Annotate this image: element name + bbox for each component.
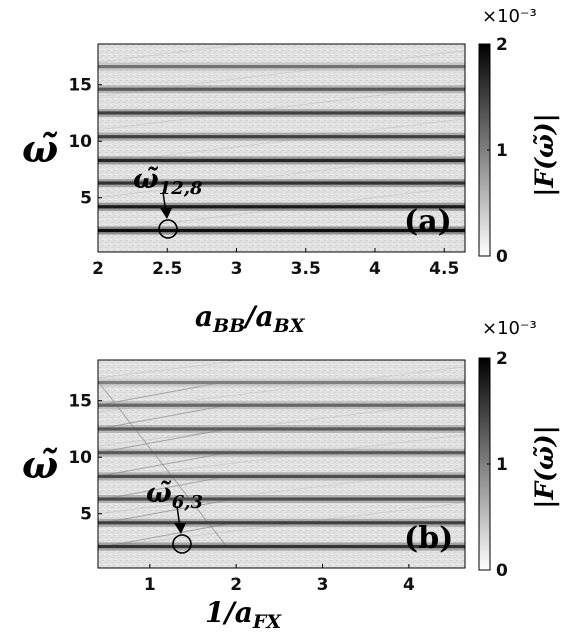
band-line — [98, 544, 465, 549]
colorbar-tick-label: 2 — [496, 35, 508, 55]
band-line — [98, 135, 465, 139]
y-tick-label: 10 — [68, 448, 92, 468]
x-tick-label: 4.5 — [429, 259, 459, 279]
y-tick-label: 15 — [68, 76, 92, 96]
colorbar-ticks: 0 1 2 — [487, 349, 508, 581]
x-axis-label: 1/aFX — [205, 596, 282, 633]
y-tick-label: 5 — [80, 505, 92, 525]
band-line — [98, 427, 465, 431]
panel-label: (a) — [404, 204, 452, 239]
annotation-circle — [172, 534, 192, 554]
band-line — [98, 403, 465, 407]
band-line — [98, 381, 465, 385]
band-line — [98, 111, 465, 115]
annotation: ω̃12,8 — [133, 164, 203, 239]
band-layer — [98, 44, 465, 235]
colorbar-label: |F(ω̃)| — [530, 425, 559, 508]
band-line — [98, 228, 465, 233]
trace-line — [98, 434, 465, 481]
x-tick-label: 2 — [230, 575, 242, 595]
colorbar-tick-label: 2 — [496, 349, 508, 369]
trace-line — [98, 118, 465, 165]
colorbar-tick-label: 1 — [496, 141, 508, 161]
band-line — [98, 158, 465, 163]
colorbar-ticks: 0 1 2 — [487, 35, 508, 267]
y-tick-label: 15 — [68, 392, 92, 412]
y-tick-label: 5 — [80, 189, 92, 209]
annotation-circle — [158, 219, 178, 239]
colorbar-multiplier: ×10⁻³ — [482, 318, 537, 339]
band-line — [98, 451, 465, 455]
band-line — [98, 87, 465, 91]
y-axis-label: ω̃ — [22, 126, 58, 171]
plot-frame — [97, 43, 466, 253]
x-tick-label: 1 — [144, 575, 156, 595]
y-ticks: 5 10 15 — [68, 392, 102, 525]
annotation-label: ω̃6,3 — [146, 478, 203, 513]
x-ticks: 1 2 3 4 — [144, 564, 415, 595]
band-line — [98, 474, 465, 479]
annotation-arrowhead — [174, 523, 186, 534]
x-tick-label: 2 — [92, 259, 104, 279]
band-line — [98, 497, 465, 501]
plot-frame — [97, 359, 466, 569]
x-tick-label: 2.5 — [152, 259, 182, 279]
band-line — [98, 205, 465, 209]
y-ticks: 5 10 15 — [68, 76, 102, 209]
x-tick-label: 4 — [403, 575, 415, 595]
x-tick-label: 3 — [317, 575, 329, 595]
annotation-label: ω̃12,8 — [133, 164, 203, 199]
band-layer — [98, 360, 465, 551]
colorbar-label: |F(ω̃)| — [530, 113, 559, 196]
panel-label: (b) — [404, 521, 453, 556]
x-tick-label: 3 — [231, 259, 243, 279]
plot-background — [98, 360, 465, 568]
colorbar-tick-label: 0 — [496, 247, 508, 267]
colorbar-multiplier: ×10⁻³ — [482, 6, 537, 27]
band-line — [98, 181, 465, 185]
plot-background — [98, 44, 465, 252]
annotation-arrowhead — [160, 208, 172, 219]
x-tick-label: 3.5 — [291, 259, 321, 279]
trace-line — [98, 44, 249, 63]
x-axis-label: aBB/aBX — [195, 300, 306, 337]
band-line — [98, 65, 465, 69]
colorbar-tick-label: 1 — [496, 455, 508, 475]
annotation: ω̃6,3 — [146, 478, 203, 554]
x-ticks: 2 2.5 3 3.5 4 4.5 — [92, 248, 459, 279]
x-tick-label: 4 — [369, 259, 381, 279]
y-axis-label: ω̃ — [22, 442, 58, 487]
trace-line — [98, 360, 249, 379]
y-tick-label: 10 — [68, 132, 92, 152]
colorbar-tick-label: 0 — [496, 561, 508, 581]
band-line — [98, 521, 465, 525]
